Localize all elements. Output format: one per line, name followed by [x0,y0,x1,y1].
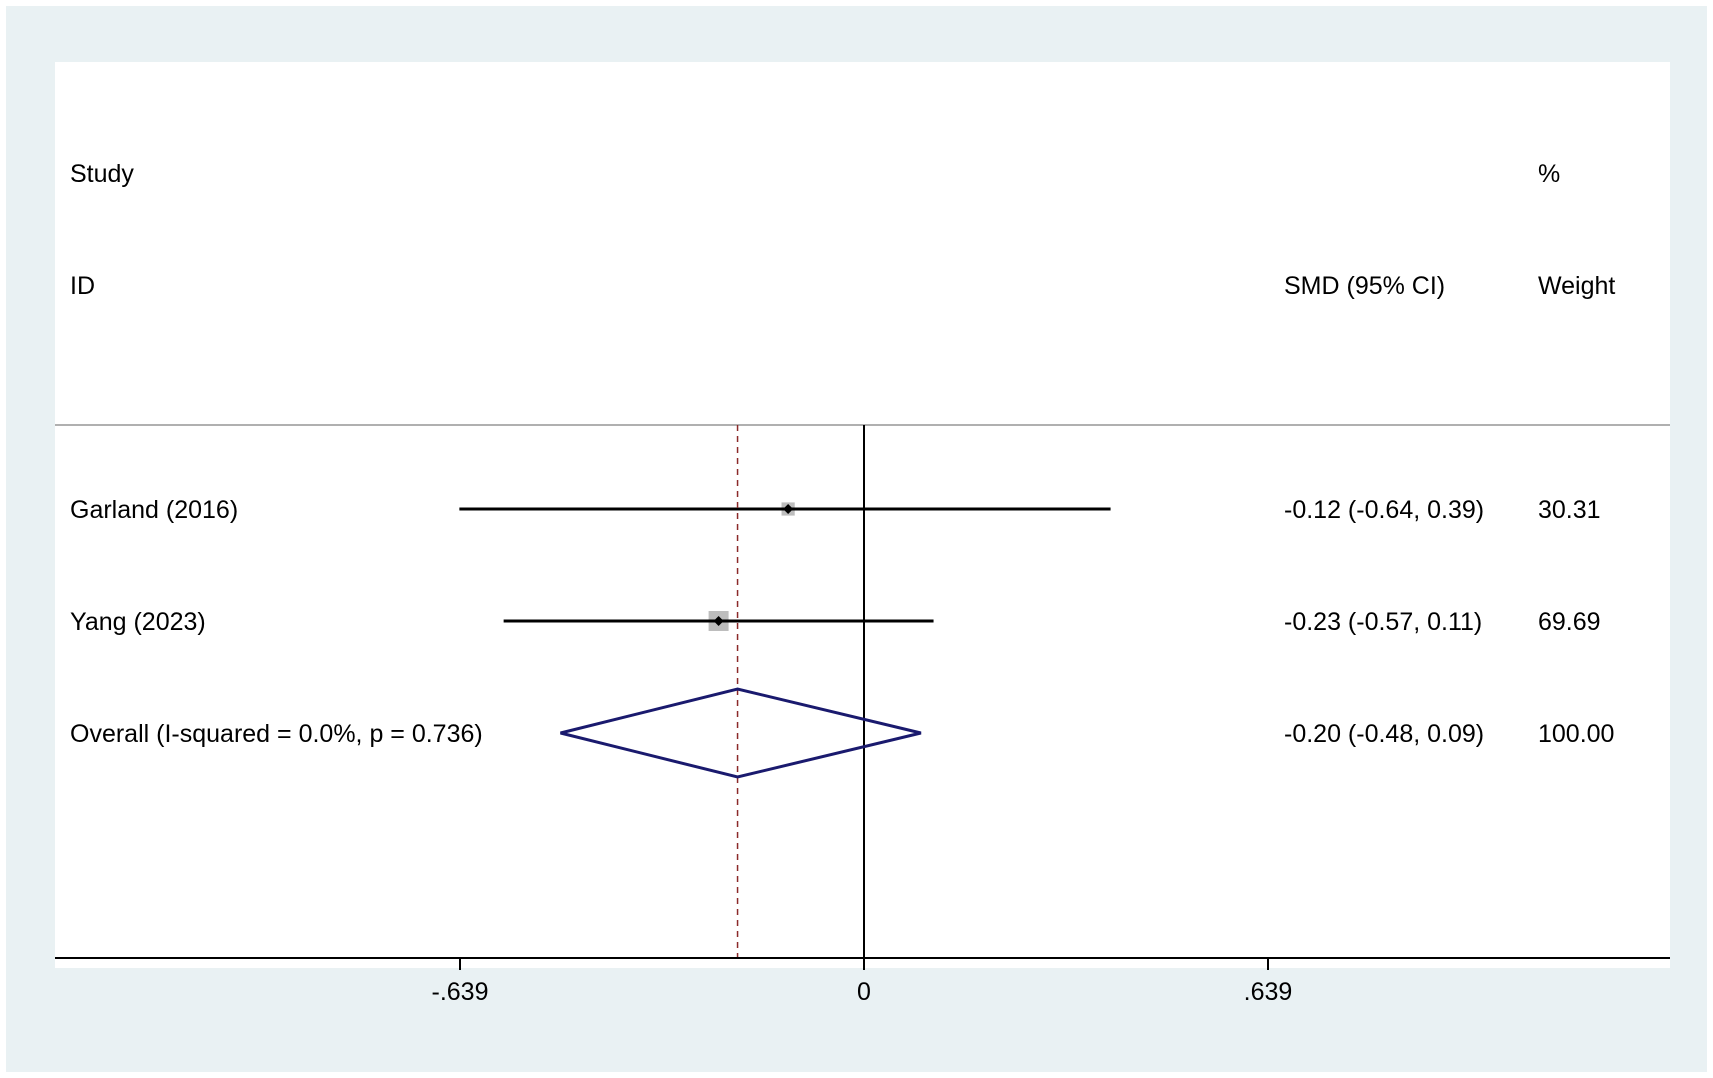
study-2-weight-text: 69.69 [1538,608,1601,636]
header-percent: % [1538,160,1560,188]
study-2-ci-text: -0.23 (-0.57, 0.11) [1284,608,1482,636]
header-weight: Weight [1538,272,1615,300]
study-1-weight-text: 30.31 [1538,496,1601,524]
x-axis-ticks: -.639 0 .639 [432,958,1293,1006]
header-effect: SMD (95% CI) [1284,272,1445,300]
x-tick-label-1: -.639 [432,978,489,1006]
study-1-point [783,504,794,514]
x-tick-label-3: .639 [1244,978,1293,1006]
header-study: Study [70,160,134,188]
overall-ci-text: -0.20 (-0.48, 0.09) [1284,720,1484,748]
x-tick-label-2: 0 [857,978,871,1006]
study-1-ci-text: -0.12 (-0.64, 0.39) [1284,496,1484,524]
study-2-label: Yang (2023) [70,608,206,636]
study-2-point [713,616,724,626]
study-1-label: Garland (2016) [70,496,238,524]
overall-weight-text: 100.00 [1538,720,1614,748]
overall-diamond [560,687,922,779]
header-id: ID [70,272,95,300]
chart-marks: Garland (2016) -0.12 (-0.64, 0.39) 30.31 Ya… [70,425,1614,958]
plot-panel [55,62,1670,968]
overall-label: Overall (I-squared = 0.0%, p = 0.736) [70,720,483,748]
